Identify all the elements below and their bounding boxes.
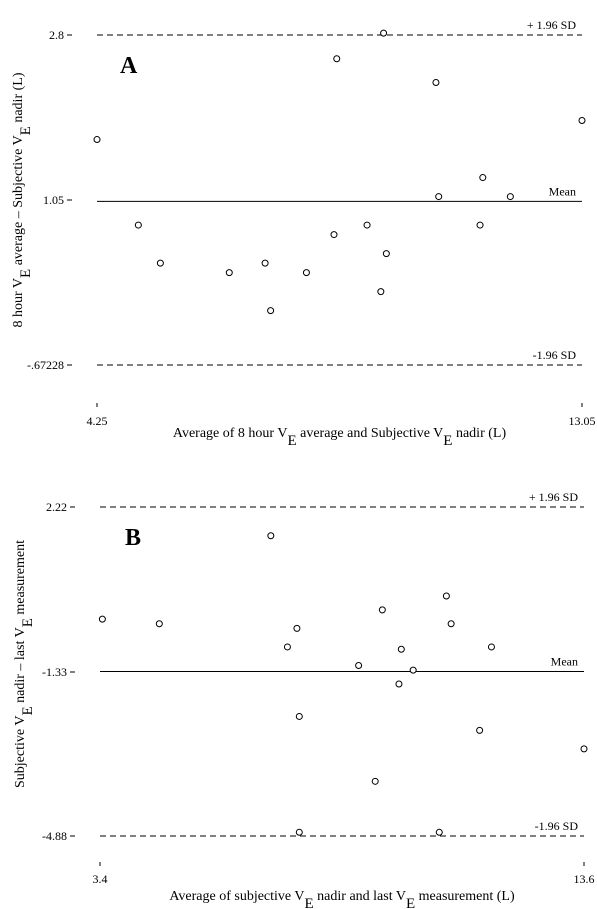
b-x-axis-label-text-1: Average of subjective V bbox=[169, 889, 304, 904]
a-data-point bbox=[506, 193, 514, 201]
a-x-axis-label-text-3: nadir (L) bbox=[452, 426, 506, 441]
b-data-point bbox=[476, 726, 484, 734]
a-data-point bbox=[479, 174, 487, 182]
b-y-axis-label-text-2: nadir – last V bbox=[13, 627, 28, 706]
b-panel-letter: B bbox=[125, 525, 141, 551]
b-data-point bbox=[378, 606, 386, 614]
a-data-point bbox=[382, 250, 390, 258]
b-y-tick-label: -4.88 bbox=[42, 829, 67, 843]
a-y-tick-label: -.67228 bbox=[27, 358, 64, 372]
b-y-tick-label: -1.33 bbox=[42, 665, 67, 679]
b-data-point bbox=[580, 745, 588, 753]
a-y-axis-label-subscript-1: E bbox=[18, 269, 34, 278]
b-y-axis-label-subscript-1: E bbox=[20, 706, 36, 715]
a-data-point bbox=[156, 259, 164, 267]
a-y-axis-label-text-1: 8 hour V bbox=[11, 278, 26, 328]
b-data-point bbox=[295, 828, 303, 836]
a-x-axis-label-text-1: Average of 8 hour V bbox=[173, 426, 288, 441]
b-data-point bbox=[397, 645, 405, 653]
b-data-point bbox=[395, 680, 403, 688]
a-y-axis-label-text-2: average – Subjective V bbox=[11, 135, 26, 268]
a-y-tick-label: 1.05 bbox=[43, 193, 64, 207]
b-y-axis-label-subscript-2: E bbox=[20, 618, 36, 627]
a-data-point bbox=[267, 307, 275, 315]
a-ref-label-mean: Mean bbox=[549, 184, 576, 198]
b-y-axis-label: Subjective VE nadir – last VE measuremen… bbox=[13, 540, 36, 788]
b-x-axis-label-subscript-1: E bbox=[305, 896, 314, 909]
a-y-axis-label: 8 hour VE average – Subjective VE nadir … bbox=[11, 72, 34, 327]
a-data-point bbox=[432, 79, 440, 87]
a-data-point bbox=[134, 221, 142, 229]
b-data-point bbox=[447, 620, 455, 628]
a-x-axis-label-subscript-1: E bbox=[287, 433, 296, 449]
b-data-point bbox=[98, 615, 106, 623]
a-ref-label-upper-sd: + 1.96 SD bbox=[527, 18, 576, 32]
a-y-axis-label-subscript-2: E bbox=[18, 126, 34, 135]
b-data-point bbox=[442, 592, 450, 600]
b-y-tick-label: 2.22 bbox=[46, 500, 67, 514]
a-data-point bbox=[578, 117, 586, 125]
a-data-point bbox=[377, 288, 385, 296]
b-x-axis-label-text-2: nadir and last V bbox=[314, 889, 406, 904]
a-data-point bbox=[476, 221, 484, 229]
b-data-point bbox=[409, 666, 417, 674]
a-data-point bbox=[333, 55, 341, 63]
b-data-point bbox=[155, 620, 163, 628]
b-ref-label-lower-sd: -1.96 SD bbox=[535, 819, 579, 833]
a-x-tick-label: 4.25 bbox=[87, 414, 108, 428]
b-x-axis-label: Average of subjective VE nadir and last … bbox=[169, 889, 515, 909]
b-data-point bbox=[267, 532, 275, 540]
a-data-point bbox=[363, 221, 371, 229]
b-y-axis-label-text-3: measurement bbox=[13, 540, 28, 618]
a-data-point bbox=[261, 259, 269, 267]
b-x-tick-label: 13.6 bbox=[574, 872, 595, 886]
a-data-point bbox=[302, 269, 310, 277]
a-data-point bbox=[225, 269, 233, 277]
a-x-axis-label-text-2: average and Subjective V bbox=[297, 426, 444, 441]
panel-b-bland-altman-plot: + 1.96 SD Mean -1.96 SD 2.22 -1.33 -4.88 3.4 13… bbox=[13, 490, 595, 909]
a-data-point bbox=[330, 231, 338, 239]
b-data-point bbox=[487, 643, 495, 651]
b-x-axis-label-text-3: measurement (L) bbox=[415, 889, 515, 904]
a-y-tick-label: 2.8 bbox=[49, 28, 64, 42]
b-data-point bbox=[355, 661, 363, 669]
a-y-axis-label-text-3: nadir (L) bbox=[11, 72, 26, 126]
b-data-point bbox=[371, 777, 379, 785]
b-data-point bbox=[293, 624, 301, 632]
a-x-tick-label: 13.05 bbox=[569, 414, 596, 428]
a-ref-label-lower-sd: -1.96 SD bbox=[533, 348, 577, 362]
b-data-point bbox=[283, 643, 291, 651]
a-data-point bbox=[435, 193, 443, 201]
b-y-axis-label-text-1: Subjective V bbox=[13, 716, 28, 788]
b-x-tick-label: 3.4 bbox=[93, 872, 108, 886]
a-data-point bbox=[93, 136, 101, 144]
panel-a-bland-altman-plot: + 1.96 SD Mean -1.96 SD 2.8 1.05 -.67228 4.25 1… bbox=[11, 18, 596, 449]
b-x-axis-label-subscript-2: E bbox=[406, 896, 415, 909]
b-ref-label-upper-sd: + 1.96 SD bbox=[529, 490, 578, 504]
b-ref-label-mean: Mean bbox=[551, 655, 578, 669]
a-x-axis-label-subscript-2: E bbox=[443, 433, 452, 449]
b-data-point bbox=[295, 712, 303, 720]
a-x-axis-label: Average of 8 hour VE average and Subject… bbox=[173, 426, 507, 449]
a-data-point bbox=[380, 29, 388, 37]
b-data-point bbox=[435, 828, 443, 836]
a-panel-letter: A bbox=[120, 53, 138, 79]
